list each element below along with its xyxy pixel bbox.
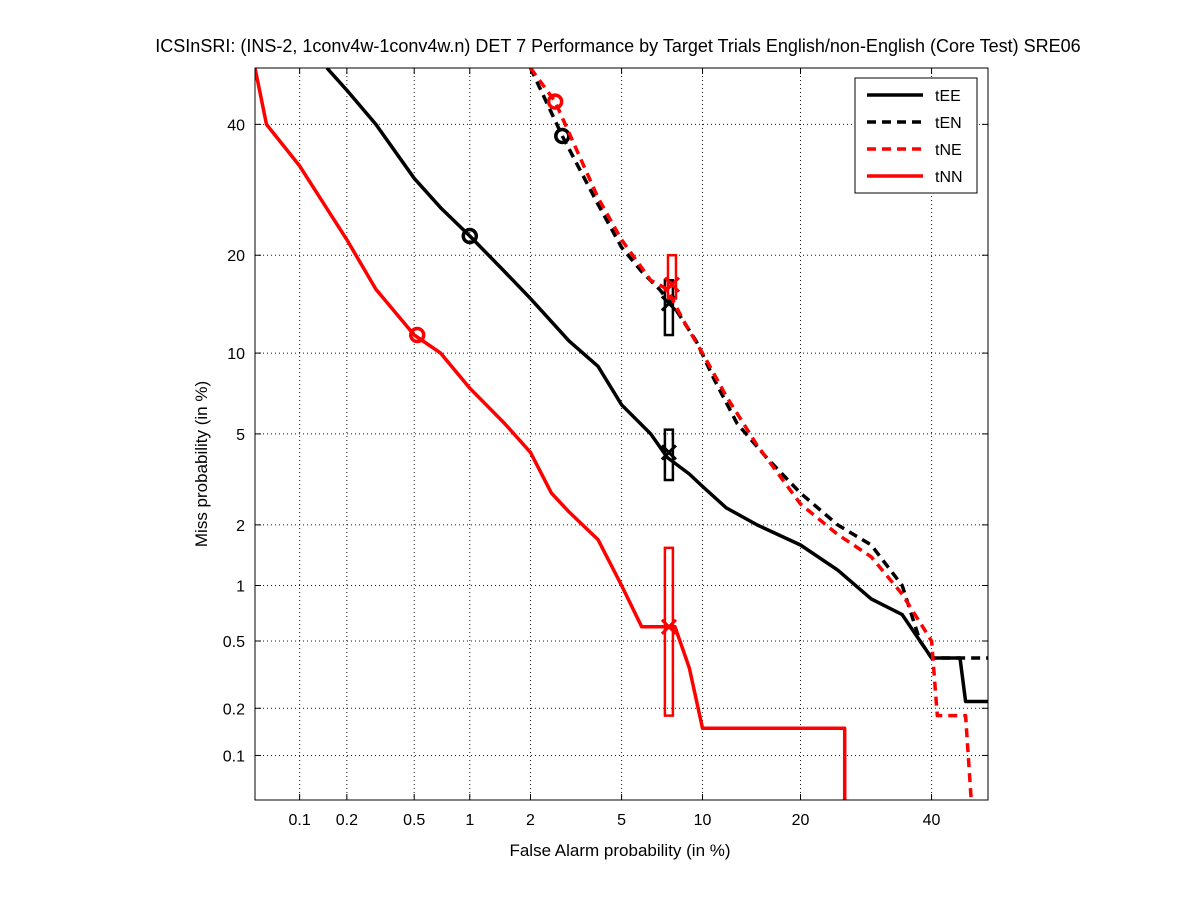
y-tick-label: 2 xyxy=(236,518,245,535)
x-tick-label: 5 xyxy=(617,812,626,829)
x-tick-label: 2 xyxy=(526,812,535,829)
legend-box xyxy=(854,77,978,194)
x-tick-label: 1 xyxy=(465,812,474,829)
x-axis-label: False Alarm probability (in %) xyxy=(509,841,730,860)
y-tick-label: 10 xyxy=(227,346,245,363)
series-lines xyxy=(255,68,988,800)
y-tick-label: 20 xyxy=(227,248,245,265)
min-dcf-marker-tnn xyxy=(408,326,426,344)
y-tick-label: 1 xyxy=(236,579,245,596)
x-tick-label: 0.5 xyxy=(403,812,425,829)
legend-label-tee: tEE xyxy=(935,88,961,105)
plot-frame xyxy=(254,67,989,801)
series-line-tnn xyxy=(255,68,847,800)
y-tick-label: 0.1 xyxy=(223,748,245,765)
x-tick-label: 10 xyxy=(694,812,712,829)
y-axis-ticks: 0.1 0.2 0.5 1 2 5 10 20 40 xyxy=(223,117,988,765)
series-tee xyxy=(325,68,988,704)
actual-dcf-marker-tnn xyxy=(660,618,677,635)
legend: tEE tEN tNE tNN xyxy=(854,77,978,194)
y-axis-label: Miss probability (in %) xyxy=(192,381,211,547)
x-axis-ticks: 0.1 0.2 0.5 1 2 5 10 20 40 xyxy=(288,68,941,829)
series-tnn xyxy=(255,68,847,800)
series-line-tne xyxy=(529,68,973,800)
min-dcf-marker-tne xyxy=(546,93,564,110)
y-tick-label: 0.2 xyxy=(223,701,245,718)
series-line-tee xyxy=(325,68,988,704)
x-tick-label: 40 xyxy=(923,812,941,829)
legend-label-ten: tEN xyxy=(935,115,962,132)
y-tick-label: 5 xyxy=(236,427,245,444)
min-dcf-marker-tee xyxy=(461,227,479,245)
y-tick-label: 40 xyxy=(227,117,245,134)
x-tick-label: 0.2 xyxy=(336,812,358,829)
legend-label-tne: tNE xyxy=(935,142,962,159)
x-tick-label: 20 xyxy=(792,812,810,829)
legend-label-tnn: tNN xyxy=(935,169,963,186)
actual-dcf-marker-tne xyxy=(663,276,681,293)
actual-dcf-marker-tee xyxy=(660,444,677,461)
actual-dcf-interval-tne xyxy=(666,253,678,300)
y-tick-label: 0.5 xyxy=(223,634,245,651)
series-tne xyxy=(529,68,973,800)
chart-title: ICSInSRI: (INS-2, 1conv4w-1conv4w.n) DET… xyxy=(155,36,1080,56)
x-tick-label: 0.1 xyxy=(288,812,310,829)
